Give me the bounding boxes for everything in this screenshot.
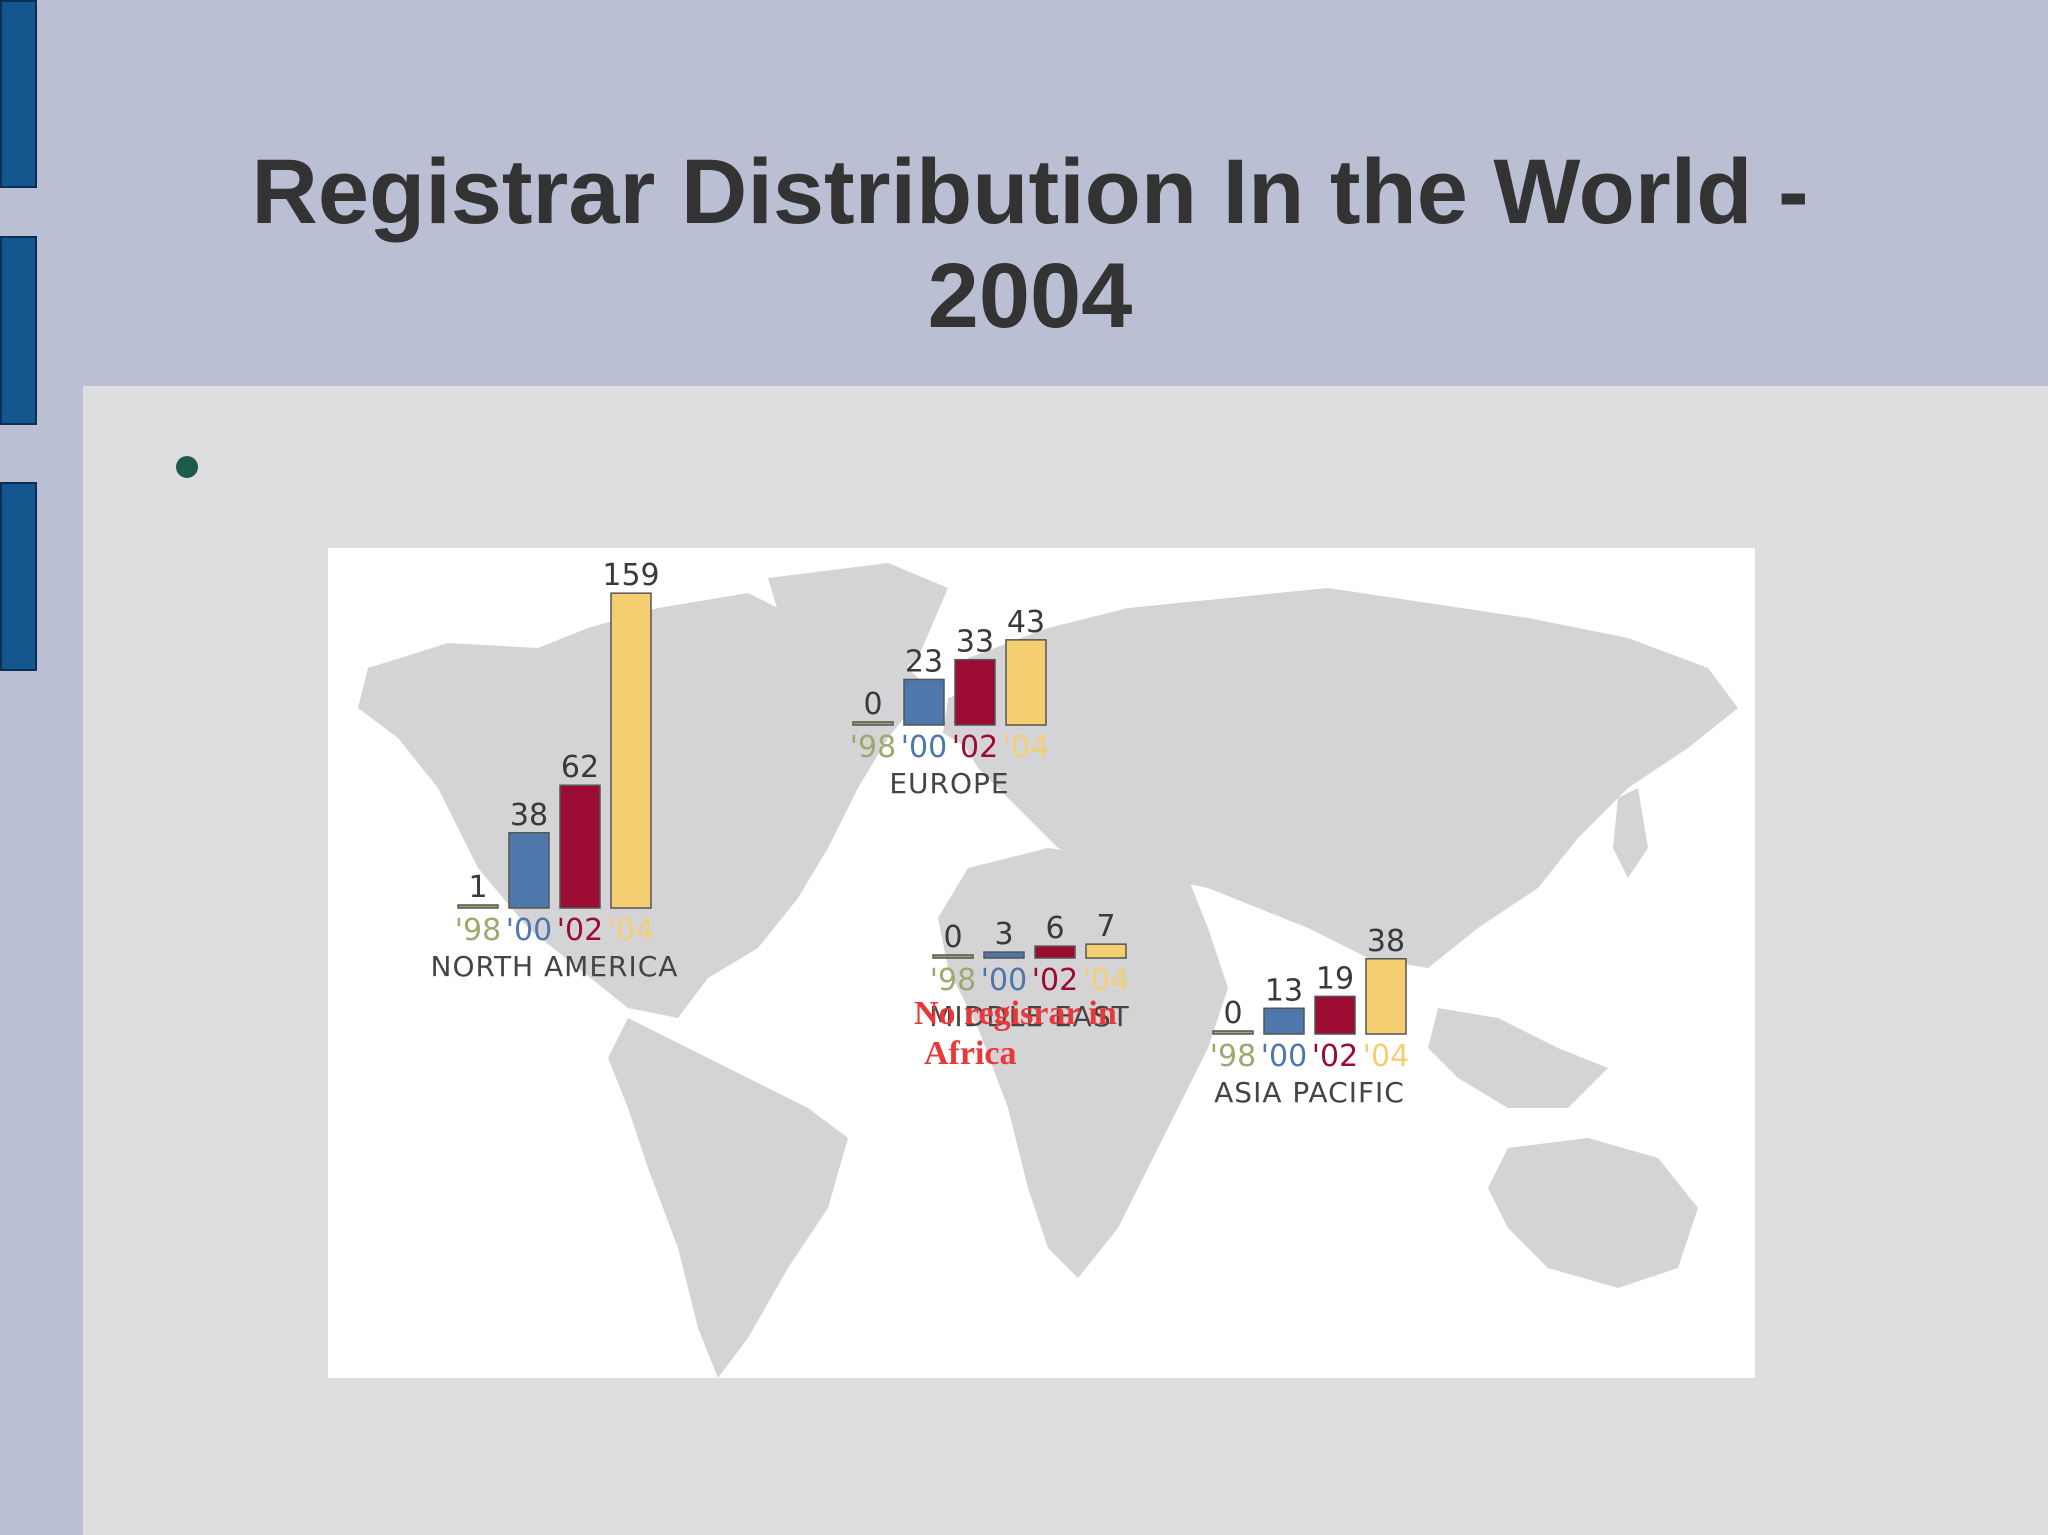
bar-y02-3 <box>1314 995 1356 1035</box>
bar-value-label: 159 <box>602 558 659 593</box>
africa-annotation: No regisrar in Africa <box>914 994 1154 1074</box>
year-label: '04 <box>1003 730 1049 765</box>
year-label: '04 <box>1363 1039 1409 1074</box>
world-map-chart: 1'98 38'00 62'02 159'04 NORTH AMERICA 0'98 23 '… <box>328 548 1755 1378</box>
landmass-greenland <box>768 563 948 698</box>
bar-y98-0 <box>457 904 499 909</box>
year-label: '02 <box>1032 963 1078 998</box>
landmass-south-america <box>608 1018 848 1378</box>
bar-value-label: 38 <box>1367 924 1405 959</box>
bar-y02-1 <box>954 658 996 726</box>
bar-value-label: 43 <box>1007 605 1045 640</box>
year-label: '98 <box>930 963 976 998</box>
region-name-label: NORTH AMERICA <box>431 950 679 983</box>
bar-y00-0 <box>508 832 550 909</box>
year-label: '00 <box>981 963 1027 998</box>
year-label: '98 <box>455 913 501 948</box>
bar-y98-1 <box>852 721 894 726</box>
accent-bar-top <box>0 0 37 188</box>
bar-y04-3 <box>1365 958 1407 1035</box>
bar-value-label: 62 <box>561 750 599 785</box>
year-label: '98 <box>850 730 896 765</box>
year-label: '02 <box>952 730 998 765</box>
bar-y02-2 <box>1034 945 1076 959</box>
bullet-point <box>176 456 198 478</box>
bar-value-label: 3 <box>994 917 1013 952</box>
bar-y00-1 <box>903 678 945 726</box>
year-label: '04 <box>608 913 654 948</box>
year-label: '00 <box>506 913 552 948</box>
bar-y00-3 <box>1263 1007 1305 1035</box>
region-name-label: ASIA PACIFIC <box>1214 1076 1405 1109</box>
bar-y04-2 <box>1085 943 1127 959</box>
slide-title: Registrar Distribution In the World - 20… <box>251 141 1809 347</box>
accent-bar-middle <box>0 236 37 425</box>
bar-y04-1 <box>1005 639 1047 726</box>
bar-value-label: 19 <box>1316 961 1354 996</box>
year-label: '00 <box>1261 1039 1307 1074</box>
bar-value-label: 0 <box>943 920 962 955</box>
africa-annotation-line2: Africa <box>924 1035 1017 1072</box>
bar-value-label: 7 <box>1096 909 1115 944</box>
bar-value-label: 13 <box>1265 973 1303 1008</box>
bar-value-label: 0 <box>863 687 882 722</box>
region-name-label: EUROPE <box>889 767 1009 800</box>
bar-y00-2 <box>983 951 1025 959</box>
landmass-southeast-asia <box>1428 1008 1608 1108</box>
bar-value-label: 6 <box>1045 911 1064 946</box>
year-label: '00 <box>901 730 947 765</box>
bar-y02-0 <box>559 784 601 909</box>
bar-value-label: 0 <box>1223 996 1242 1031</box>
accent-bar-bottom <box>0 482 37 671</box>
bar-value-label: 1 <box>468 870 487 905</box>
bar-value-label: 38 <box>510 798 548 833</box>
year-label: '02 <box>1312 1039 1358 1074</box>
landmass-japan <box>1613 788 1648 878</box>
africa-annotation-line1: No regisrar in <box>914 995 1117 1032</box>
landmass-australia <box>1488 1138 1698 1288</box>
bar-value-label: 23 <box>905 644 943 679</box>
bar-y04-0 <box>610 592 652 909</box>
year-label: '98 <box>1210 1039 1256 1074</box>
year-label: '04 <box>1083 963 1129 998</box>
bar-y98-2 <box>932 954 974 959</box>
bar-y98-3 <box>1212 1030 1254 1035</box>
bar-value-label: 33 <box>956 625 994 660</box>
year-label: '02 <box>557 913 603 948</box>
region-name-label: MIDDLE EAST <box>929 1000 1129 1033</box>
